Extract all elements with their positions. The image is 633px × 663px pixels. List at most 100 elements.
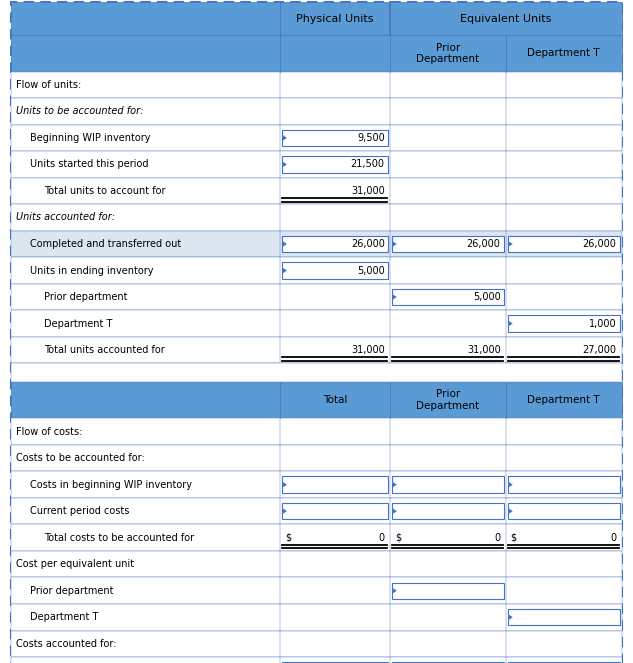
Text: Beginning WIP inventory: Beginning WIP inventory	[30, 133, 151, 143]
Text: 27,000: 27,000	[582, 345, 617, 355]
Polygon shape	[282, 135, 287, 141]
Text: Units accounted for:: Units accounted for:	[16, 212, 115, 223]
Bar	[11, 204, 622, 231]
Bar	[11, 604, 622, 631]
Text: 26,000: 26,000	[582, 239, 617, 249]
Text: 21,500: 21,500	[351, 159, 385, 170]
Text: Cost per equivalent unit: Cost per equivalent unit	[16, 559, 135, 570]
Polygon shape	[282, 482, 287, 488]
Text: $: $	[395, 532, 401, 543]
Text: Total costs to be accounted for: Total costs to be accounted for	[44, 532, 194, 543]
Polygon shape	[282, 509, 287, 514]
Bar	[508, 236, 620, 252]
Bar	[282, 662, 388, 663]
Polygon shape	[508, 241, 513, 247]
Text: 26,000: 26,000	[467, 239, 501, 249]
Bar	[11, 363, 622, 382]
Text: Costs in beginning WIP inventory: Costs in beginning WIP inventory	[30, 479, 192, 490]
Bar	[508, 316, 620, 332]
Bar	[282, 503, 388, 519]
Text: Department T: Department T	[44, 318, 113, 329]
Polygon shape	[508, 482, 513, 488]
Bar	[392, 503, 504, 519]
Polygon shape	[508, 321, 513, 327]
Bar	[11, 35, 622, 72]
Bar	[11, 310, 622, 337]
Bar	[11, 2, 622, 35]
Bar	[11, 125, 622, 151]
Text: 31,000: 31,000	[351, 186, 385, 196]
Bar	[11, 382, 622, 418]
Bar	[282, 263, 388, 278]
Text: $: $	[285, 532, 291, 543]
Text: 26,000: 26,000	[351, 239, 385, 249]
Text: Costs accounted for:: Costs accounted for:	[16, 638, 117, 649]
Text: Flow of units:: Flow of units:	[16, 80, 82, 90]
Text: Department T: Department T	[30, 612, 99, 623]
Bar	[11, 418, 622, 445]
Bar	[11, 551, 622, 577]
Bar	[392, 662, 504, 663]
Text: 0: 0	[610, 532, 617, 543]
Polygon shape	[282, 268, 287, 274]
Bar	[11, 445, 622, 471]
Text: $: $	[511, 532, 517, 543]
Bar	[392, 477, 504, 493]
Text: 31,000: 31,000	[351, 345, 385, 355]
Bar	[508, 662, 620, 663]
Text: Prior
Department: Prior Department	[416, 42, 479, 64]
Bar	[282, 156, 388, 172]
Bar	[11, 284, 622, 310]
Bar	[392, 236, 504, 252]
Bar	[11, 257, 622, 284]
Text: 1,000: 1,000	[589, 318, 617, 329]
Text: Current period costs: Current period costs	[30, 506, 130, 516]
Polygon shape	[508, 615, 513, 621]
Polygon shape	[392, 241, 397, 247]
Text: 31,000: 31,000	[467, 345, 501, 355]
Text: 5,000: 5,000	[473, 292, 501, 302]
Bar	[508, 477, 620, 493]
Text: Department T: Department T	[527, 395, 600, 405]
Text: Units in ending inventory: Units in ending inventory	[30, 265, 154, 276]
Bar	[11, 524, 622, 551]
Bar	[11, 231, 622, 257]
Text: Prior department: Prior department	[30, 585, 114, 596]
Text: Total units to account for: Total units to account for	[44, 186, 166, 196]
Text: Prior department: Prior department	[44, 292, 128, 302]
Text: 5,000: 5,000	[357, 265, 385, 276]
Text: Costs to be accounted for:: Costs to be accounted for:	[16, 453, 145, 463]
Text: Prior
Department: Prior Department	[416, 389, 479, 411]
Bar	[11, 577, 622, 604]
Polygon shape	[392, 294, 397, 300]
Text: Units started this period: Units started this period	[30, 159, 149, 170]
Text: Total units accounted for: Total units accounted for	[44, 345, 165, 355]
Text: Units to be accounted for:: Units to be accounted for:	[16, 106, 144, 117]
Text: 0: 0	[379, 532, 385, 543]
Text: Total: Total	[323, 395, 347, 405]
Bar	[11, 471, 622, 498]
Polygon shape	[392, 588, 397, 594]
Bar	[11, 178, 622, 204]
Bar	[11, 72, 622, 98]
Text: Flow of costs:: Flow of costs:	[16, 426, 83, 437]
Text: Physical Units: Physical Units	[296, 13, 373, 24]
Text: Completed and transferred out: Completed and transferred out	[30, 239, 182, 249]
Text: Department T: Department T	[527, 48, 600, 58]
Polygon shape	[282, 241, 287, 247]
Polygon shape	[508, 509, 513, 514]
Text: Equivalent Units: Equivalent Units	[460, 13, 551, 24]
Text: 9,500: 9,500	[357, 133, 385, 143]
Bar	[11, 631, 622, 657]
Bar	[508, 503, 620, 519]
Text: 0: 0	[494, 532, 501, 543]
Polygon shape	[392, 482, 397, 488]
Polygon shape	[392, 509, 397, 514]
Bar	[11, 98, 622, 125]
Bar	[11, 151, 622, 178]
Bar	[11, 498, 622, 524]
Bar	[392, 583, 504, 599]
Bar	[508, 609, 620, 625]
Bar	[282, 477, 388, 493]
Bar	[11, 657, 622, 663]
